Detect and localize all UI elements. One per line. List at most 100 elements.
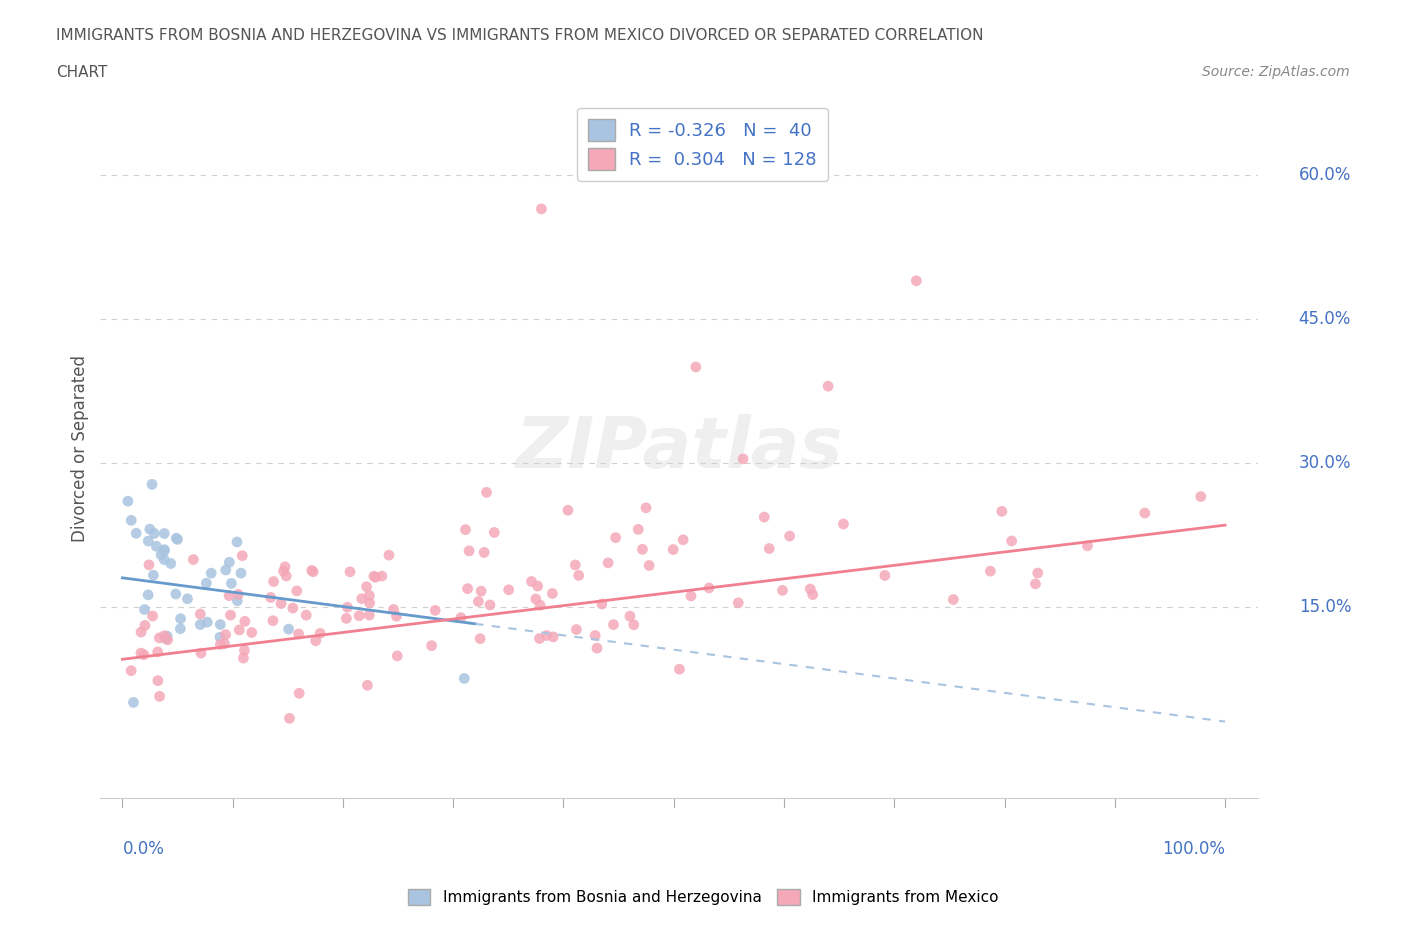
Point	[122, 695, 145, 710]
Point	[520, 574, 543, 589]
Point	[129, 645, 152, 660]
Point	[619, 609, 641, 624]
Point	[458, 543, 481, 558]
Point	[232, 651, 254, 666]
Point	[165, 587, 187, 602]
Text: 15.0%: 15.0%	[1299, 598, 1351, 616]
Point	[125, 525, 148, 540]
Point	[146, 644, 169, 659]
Point	[498, 582, 520, 597]
Point	[190, 645, 212, 660]
Point	[260, 590, 283, 604]
Text: 45.0%: 45.0%	[1299, 310, 1351, 328]
Point	[229, 565, 252, 580]
Point	[668, 662, 690, 677]
Point	[117, 494, 139, 509]
Point	[141, 477, 163, 492]
Point	[754, 510, 776, 525]
Point	[200, 565, 222, 580]
Point	[209, 618, 232, 632]
Point	[591, 596, 613, 611]
Text: 30.0%: 30.0%	[1299, 454, 1351, 472]
Point	[169, 611, 191, 626]
Point	[697, 580, 720, 595]
Point	[526, 578, 548, 593]
Point	[450, 610, 472, 625]
Point	[142, 567, 165, 582]
Point	[470, 631, 492, 646]
Point	[139, 522, 162, 537]
Point	[470, 584, 492, 599]
Point	[302, 565, 325, 579]
Point	[276, 568, 298, 583]
Point	[214, 636, 236, 651]
Point	[454, 522, 477, 537]
Point	[285, 583, 308, 598]
Point	[120, 513, 142, 528]
Text: 60.0%: 60.0%	[1299, 166, 1351, 184]
Point	[295, 607, 318, 622]
Point	[288, 685, 311, 700]
Point	[727, 595, 749, 610]
Point	[467, 594, 489, 609]
Point	[605, 530, 627, 545]
Point	[166, 532, 188, 547]
Point	[226, 593, 249, 608]
Point	[305, 633, 328, 648]
Point	[145, 538, 167, 553]
Legend: Immigrants from Bosnia and Herzegovina, Immigrants from Mexico: Immigrants from Bosnia and Herzegovina, …	[399, 882, 1007, 913]
Point	[356, 579, 378, 594]
Point	[183, 552, 205, 567]
Point	[873, 568, 896, 583]
Point	[226, 587, 249, 602]
Point	[287, 627, 309, 642]
Point	[364, 570, 387, 585]
Point	[685, 360, 707, 375]
Point	[564, 557, 586, 572]
Point	[195, 615, 218, 630]
Point	[817, 379, 839, 393]
Point	[475, 485, 498, 499]
Point	[156, 632, 179, 647]
Point	[457, 581, 479, 596]
Point	[638, 558, 661, 573]
Point	[385, 609, 408, 624]
Point	[153, 542, 176, 557]
Point	[218, 555, 240, 570]
Text: 100.0%: 100.0%	[1163, 840, 1225, 858]
Point	[233, 614, 256, 629]
Point	[1024, 577, 1046, 591]
Point	[772, 583, 794, 598]
Point	[218, 588, 240, 603]
Point	[176, 591, 198, 606]
Point	[263, 574, 285, 589]
Point	[536, 628, 558, 643]
Point	[387, 648, 409, 663]
Point	[1133, 506, 1156, 521]
Point	[733, 451, 755, 466]
Point	[779, 528, 801, 543]
Text: 0.0%: 0.0%	[122, 840, 165, 858]
Point	[221, 576, 243, 591]
Point	[209, 637, 232, 652]
Point	[586, 641, 609, 656]
Point	[274, 559, 297, 574]
Point	[134, 618, 156, 633]
Point	[1189, 489, 1212, 504]
Point	[598, 555, 620, 570]
Point	[420, 638, 443, 653]
Point	[799, 581, 821, 596]
Point	[159, 556, 181, 571]
Point	[991, 504, 1014, 519]
Point	[529, 631, 551, 646]
Point	[309, 626, 332, 641]
Point	[679, 589, 702, 604]
Point	[905, 273, 928, 288]
Point	[301, 563, 323, 578]
Point	[273, 564, 295, 578]
Point	[155, 631, 177, 646]
Point	[240, 625, 263, 640]
Point	[1076, 538, 1098, 553]
Text: IMMIGRANTS FROM BOSNIA AND HERZEGOVINA VS IMMIGRANTS FROM MEXICO DIVORCED OR SEP: IMMIGRANTS FROM BOSNIA AND HERZEGOVINA V…	[56, 28, 984, 43]
Point	[472, 545, 495, 560]
